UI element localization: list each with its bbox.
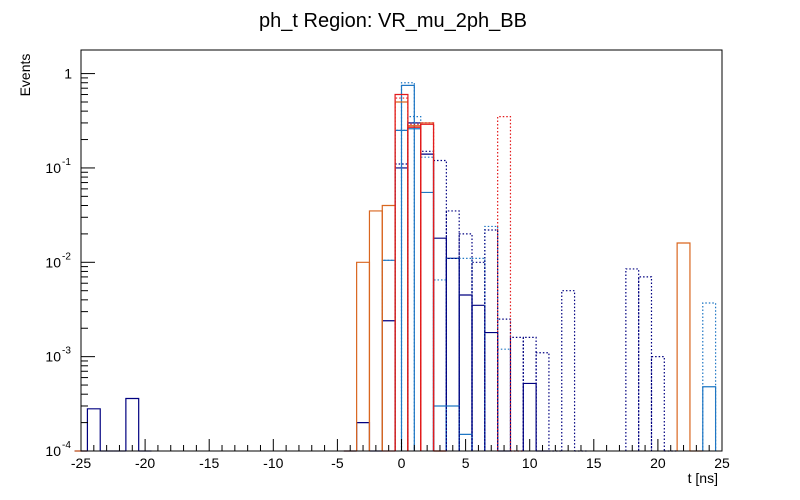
- bin-blue-dotted-6: [445, 257, 460, 451]
- bin-red-dotted-2: [420, 122, 435, 451]
- plot-frame: [80, 49, 723, 452]
- y-tick-label: 10: [45, 160, 61, 176]
- bin-navy-solid-17: [484, 331, 499, 451]
- x-tick-label: 20: [650, 455, 666, 471]
- x-tick-label: -10: [263, 455, 283, 471]
- axes: -25 -20 -15 -10 -5 0 5 10 15 20 2510-410-310-210-1…: [45, 66, 730, 471]
- chart-title: ph_t Region: VR_mu_2ph_BB: [259, 10, 527, 32]
- bin-orange-solid-4: [381, 204, 396, 451]
- bin-navy-solid-13: [432, 237, 447, 451]
- bin-navy-solid-19: [522, 382, 537, 451]
- bin-navy-dotted-16: [638, 276, 653, 451]
- x-tick-label: 0: [398, 455, 406, 471]
- bin-blue-dotted-10: [497, 348, 512, 451]
- bin-navy-solid-9: [381, 320, 396, 451]
- y-tick-label: 1: [64, 66, 72, 82]
- bin-blue-dotted-11: [702, 302, 717, 451]
- series-orange-solid: [74, 101, 703, 452]
- bin-navy-dotted-2: [420, 150, 435, 451]
- bin-navy-dotted-6: [471, 261, 486, 451]
- bin-navy-dotted-5: [458, 233, 473, 451]
- bin-orange-solid-3: [368, 210, 383, 451]
- histogram-series: [74, 82, 717, 452]
- y-tick-label: 10: [45, 349, 61, 365]
- bin-red-dotted-1: [407, 123, 422, 451]
- bin-navy-dotted-3: [432, 159, 447, 451]
- bin-navy-dotted-17: [650, 356, 665, 451]
- bin-navy-dotted-10: [522, 336, 537, 451]
- x-tick-label: -5: [331, 455, 344, 471]
- bin-blue-dotted-3: [407, 116, 422, 451]
- bin-navy-dotted-7: [484, 229, 499, 451]
- x-tick-label: 25: [714, 455, 730, 471]
- bin-blue-dotted-5: [432, 279, 447, 451]
- x-tick-label: -15: [199, 455, 219, 471]
- bin-blue-dotted-2: [400, 82, 415, 451]
- y-tick-exponent: -2: [62, 251, 71, 262]
- bin-blue-dotted-9: [484, 225, 499, 451]
- bin-navy-dotted-11: [535, 352, 550, 451]
- x-tick-label: -25: [71, 455, 91, 471]
- series-navy-solid: [74, 122, 549, 452]
- bin-blue-solid-5: [432, 405, 447, 451]
- x-tick-label: 5: [462, 455, 470, 471]
- bin-blue-dotted-8: [471, 257, 486, 451]
- bin-red-solid-3: [420, 123, 435, 451]
- bin-orange-solid-9: [676, 242, 691, 451]
- bin-blue-solid-8: [702, 386, 717, 451]
- bin-navy-solid-16: [471, 304, 486, 451]
- bin-navy-solid-12: [420, 153, 435, 451]
- bin-blue-dotted-4: [420, 156, 435, 451]
- y-tick-label: 10: [45, 443, 61, 459]
- bin-blue-solid-6: [445, 405, 460, 451]
- bin-navy-solid-4: [125, 397, 140, 451]
- bin-blue-solid-4: [420, 191, 435, 451]
- bin-navy-dotted-9: [509, 336, 524, 451]
- bin-navy-dotted-4: [445, 210, 460, 451]
- bin-navy-solid-15: [458, 294, 473, 451]
- x-tick-label: 15: [586, 455, 602, 471]
- bin-orange-solid-7: [420, 122, 435, 451]
- y-tick-exponent: -4: [62, 440, 71, 451]
- bin-blue-solid-0: [381, 259, 396, 451]
- bin-red-dotted-0: [394, 97, 409, 451]
- bin-navy-dotted-13: [561, 290, 576, 451]
- bin-navy-solid-1: [86, 408, 101, 451]
- y-tick-exponent: -1: [62, 157, 71, 168]
- x-tick-label: 10: [522, 455, 538, 471]
- x-axis-label: t [ns]: [688, 470, 718, 486]
- bin-blue-dotted-0: [381, 259, 396, 451]
- bin-navy-dotted-8: [497, 318, 512, 451]
- bin-red-dotted-3: [497, 116, 512, 451]
- y-axis-label: Events: [17, 54, 33, 97]
- bin-blue-dotted-7: [458, 257, 473, 451]
- series-navy-dotted: [394, 122, 678, 452]
- bin-navy-dotted-15: [625, 268, 640, 451]
- y-tick-label: 10: [45, 254, 61, 270]
- bin-navy-solid-14: [445, 257, 460, 451]
- y-tick-exponent: -3: [62, 346, 71, 357]
- x-tick-label: -20: [135, 455, 155, 471]
